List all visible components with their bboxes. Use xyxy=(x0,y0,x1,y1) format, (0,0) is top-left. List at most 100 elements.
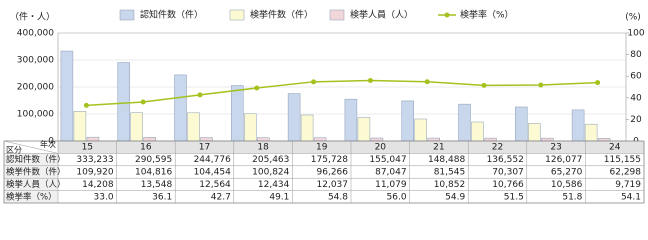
line-marker xyxy=(140,99,146,105)
line xyxy=(86,79,598,107)
table-cell: 96,266 xyxy=(317,168,349,178)
table-row-label: 検挙率（%） xyxy=(6,191,57,202)
table-cell: 12,037 xyxy=(317,180,349,190)
bar xyxy=(370,137,384,142)
legend-swatch xyxy=(229,9,245,21)
y-tick-label: 300,000 xyxy=(17,56,54,66)
line-marker xyxy=(83,102,89,108)
legend-label: 検挙人員（人） xyxy=(350,9,413,21)
bar xyxy=(86,136,100,142)
bar xyxy=(541,137,554,142)
bar xyxy=(300,114,314,142)
bar xyxy=(471,121,484,142)
table-cell: 70,307 xyxy=(492,168,524,178)
table-cell: 42.7 xyxy=(211,192,231,202)
bar xyxy=(313,137,327,142)
bar xyxy=(528,123,541,142)
table-row-label: 認知件数（件） xyxy=(6,154,66,165)
y-tick-label: 200,000 xyxy=(17,83,54,93)
table-cell: 81,545 xyxy=(434,168,466,178)
table-cell: 87,047 xyxy=(375,168,407,178)
line-marker xyxy=(254,85,260,91)
y2-tick-label: 40 xyxy=(630,93,642,103)
table-cell: 126,077 xyxy=(545,155,582,165)
table-row-label: 検挙件数（件） xyxy=(6,167,66,178)
bar xyxy=(187,112,200,142)
bar xyxy=(244,113,257,142)
table-cell: 244,776 xyxy=(194,155,231,165)
table-cell: 12,564 xyxy=(199,180,231,190)
bar xyxy=(231,85,244,142)
bar xyxy=(515,106,528,142)
table-cell: 49.1 xyxy=(269,192,289,202)
table-cell: 51.5 xyxy=(504,192,524,202)
table-row-label-cell xyxy=(4,153,58,166)
x-tick-label: 20 xyxy=(375,143,387,153)
y2-tick-label: 100 xyxy=(627,29,644,39)
table-cell: 136,552 xyxy=(487,155,524,165)
table-cell: 11,079 xyxy=(375,180,407,190)
table-cell: 115,155 xyxy=(604,155,641,165)
table-cell: 12,434 xyxy=(258,180,290,190)
bar xyxy=(257,137,270,142)
bar xyxy=(60,50,74,142)
table-cell: 9,719 xyxy=(615,180,641,190)
x-tick-label: 18 xyxy=(257,143,269,153)
legend-swatch xyxy=(329,9,345,21)
y2-tick-label: 20 xyxy=(630,115,642,125)
table-row-label-cell xyxy=(4,165,58,179)
table-cell: 56.0 xyxy=(387,192,407,202)
x-tick-label: 19 xyxy=(316,143,328,153)
table-row-label-cell xyxy=(4,178,58,191)
table-cell: 54.8 xyxy=(328,192,348,202)
bar xyxy=(200,137,213,142)
x-tick-label: 23 xyxy=(550,143,561,153)
chart: （件・人） (%) 0100,000200,000300,000400,0000… xyxy=(3,8,645,204)
y2-axis-label: (%) xyxy=(625,13,641,23)
table-col-header: 年次 xyxy=(40,139,56,149)
table-cell: 10,852 xyxy=(434,180,466,190)
line-marker xyxy=(538,82,544,88)
bar xyxy=(130,112,143,142)
table-cell: 104,816 xyxy=(135,168,172,178)
legend-label: 検挙件数（件） xyxy=(250,9,313,21)
line-marker xyxy=(367,78,373,84)
table-cell: 10,766 xyxy=(492,180,524,190)
bar xyxy=(344,98,358,142)
bar xyxy=(117,62,130,142)
y2-tick-label: 60 xyxy=(630,72,642,82)
table-cell: 175,728 xyxy=(311,155,348,165)
y2-tick-label: 80 xyxy=(630,50,642,60)
bar xyxy=(174,74,187,142)
table-cell: 148,488 xyxy=(428,155,465,165)
legend-marker xyxy=(444,12,450,18)
bar xyxy=(287,93,301,142)
y-tick-label: 400,000 xyxy=(17,29,54,39)
y-tick-label: 100,000 xyxy=(17,110,54,120)
x-tick-label: 24 xyxy=(609,143,621,153)
bar xyxy=(571,109,585,142)
table-cell: 290,595 xyxy=(135,155,172,165)
line-marker xyxy=(311,79,317,85)
x-tick-label: 15 xyxy=(82,143,93,153)
line-marker xyxy=(595,80,601,86)
table-cell: 33.0 xyxy=(94,192,114,202)
bar xyxy=(458,103,471,142)
table-cell: 13,548 xyxy=(141,180,173,190)
table-cell: 54.1 xyxy=(621,192,641,202)
table-cell: 14,208 xyxy=(82,180,114,190)
bar xyxy=(427,137,440,142)
table-row-label: 検挙人員（人） xyxy=(6,179,66,190)
line-marker xyxy=(197,92,203,98)
bar xyxy=(584,123,598,142)
table-cell: 100,824 xyxy=(252,168,289,178)
table-cell: 109,920 xyxy=(76,168,113,178)
line-marker xyxy=(424,79,430,85)
legend-label: 検挙率（%） xyxy=(460,9,514,21)
table-cell: 10,586 xyxy=(551,180,583,190)
table-cell: 155,047 xyxy=(369,155,406,165)
table-cell: 104,454 xyxy=(194,168,231,178)
table-diagonal xyxy=(3,140,59,154)
legend-swatch xyxy=(119,9,135,21)
table-cell: 36.1 xyxy=(152,192,172,202)
